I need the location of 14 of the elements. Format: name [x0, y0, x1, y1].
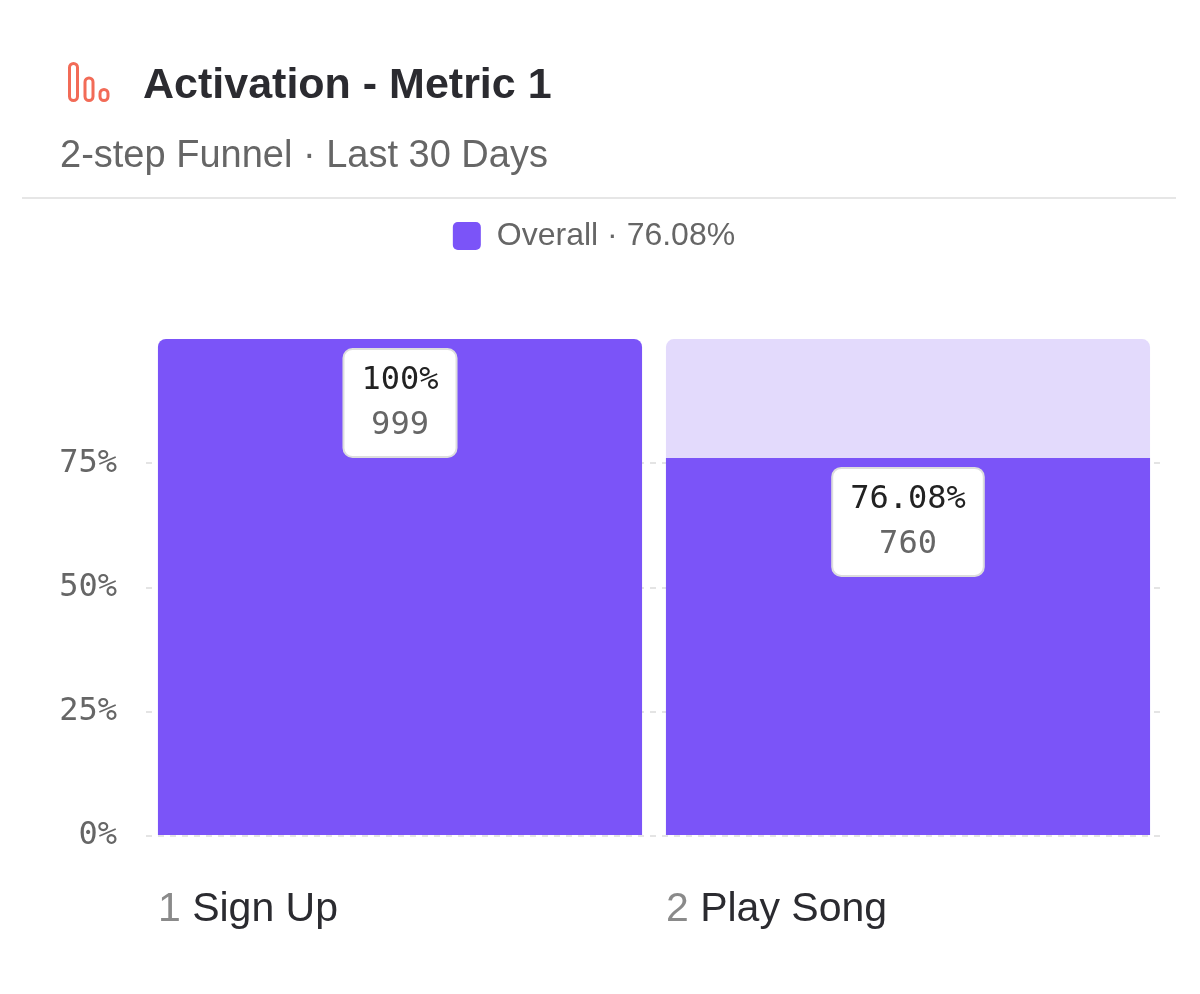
data-label: 76.08% 760	[850, 477, 966, 561]
x-tick-label: 2 Play Song	[665, 884, 888, 930]
bar	[157, 339, 643, 835]
y-tick-label: 50%	[59, 565, 117, 604]
bar	[665, 457, 1151, 835]
bar	[665, 339, 1151, 458]
y-tick-label: 0%	[78, 814, 117, 853]
chart-title: Activation - Metric 1	[143, 59, 552, 107]
y-tick-label: 75%	[59, 441, 117, 480]
x-tick-label: 1 Sign Up	[157, 884, 339, 930]
legend-label: Overall · 76.08%	[496, 215, 736, 252]
chart-subtitle: 2-step Funnel · Last 30 Days	[60, 133, 548, 175]
y-tick-label: 25%	[59, 690, 117, 729]
data-label: 100% 999	[361, 358, 439, 442]
